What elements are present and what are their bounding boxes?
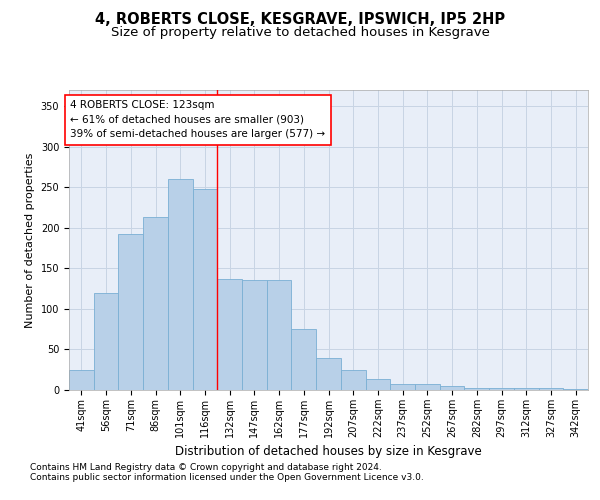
Text: 4, ROBERTS CLOSE, KESGRAVE, IPSWICH, IP5 2HP: 4, ROBERTS CLOSE, KESGRAVE, IPSWICH, IP5… bbox=[95, 12, 505, 28]
Bar bbox=[440, 386, 464, 390]
Bar bbox=[514, 388, 539, 390]
Bar bbox=[365, 378, 390, 390]
Text: Size of property relative to detached houses in Kesgrave: Size of property relative to detached ho… bbox=[110, 26, 490, 39]
Bar bbox=[267, 280, 292, 390]
Bar bbox=[94, 292, 118, 390]
Text: Contains HM Land Registry data © Crown copyright and database right 2024.: Contains HM Land Registry data © Crown c… bbox=[30, 462, 382, 471]
Bar bbox=[415, 384, 440, 390]
Bar bbox=[390, 384, 415, 390]
Bar bbox=[563, 389, 588, 390]
Bar bbox=[489, 388, 514, 390]
Text: Contains public sector information licensed under the Open Government Licence v3: Contains public sector information licen… bbox=[30, 472, 424, 482]
Bar bbox=[118, 234, 143, 390]
Bar bbox=[242, 280, 267, 390]
Bar bbox=[69, 370, 94, 390]
Bar bbox=[316, 358, 341, 390]
Bar bbox=[539, 388, 563, 390]
Bar bbox=[168, 179, 193, 390]
Bar bbox=[217, 279, 242, 390]
Y-axis label: Number of detached properties: Number of detached properties bbox=[25, 152, 35, 328]
Bar bbox=[464, 388, 489, 390]
X-axis label: Distribution of detached houses by size in Kesgrave: Distribution of detached houses by size … bbox=[175, 446, 482, 458]
Text: 4 ROBERTS CLOSE: 123sqm
← 61% of detached houses are smaller (903)
39% of semi-d: 4 ROBERTS CLOSE: 123sqm ← 61% of detache… bbox=[70, 100, 325, 140]
Bar bbox=[143, 218, 168, 390]
Bar bbox=[292, 329, 316, 390]
Bar bbox=[341, 370, 365, 390]
Bar bbox=[193, 189, 217, 390]
